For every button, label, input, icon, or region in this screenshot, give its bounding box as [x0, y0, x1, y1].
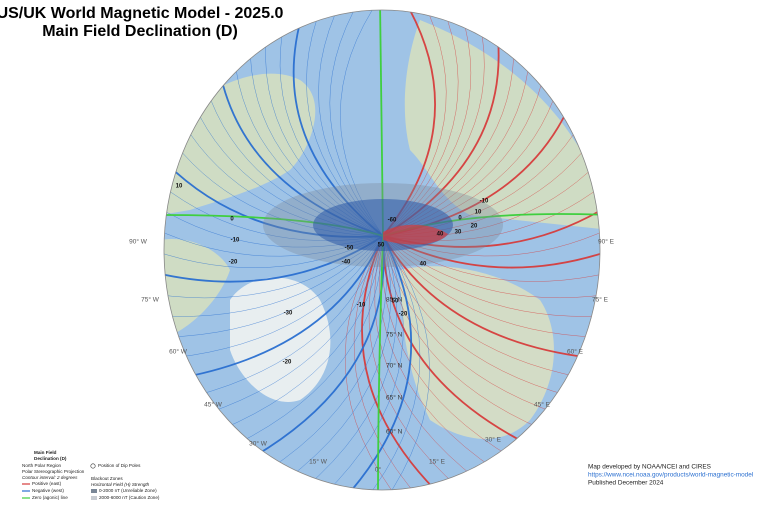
contour-line: [341, 235, 413, 490]
legend-text: North Polar Region: [22, 463, 62, 468]
contour-line: [368, 235, 461, 490]
longitude-label: 90° W: [129, 238, 148, 246]
contour-line: [361, 235, 421, 490]
contour-label: 10: [475, 210, 482, 216]
longitude-label: 45° E: [534, 401, 551, 409]
contour-label: 50: [378, 243, 385, 249]
map-border: [163, 9, 601, 491]
contour-label: -10: [480, 199, 489, 205]
legend-heading: Main Field: [34, 450, 57, 455]
contour-label: 40: [437, 232, 444, 238]
contour-label: 10: [176, 184, 183, 190]
contour-line: [284, 235, 392, 482]
legend-text: Polar Stereographic Projection: [22, 469, 85, 474]
land: [230, 277, 331, 402]
contour-line: [322, 235, 404, 490]
contour-label: -60: [388, 218, 397, 224]
land: [404, 20, 600, 230]
contour-line: [266, 235, 387, 472]
contour-line: [382, 235, 600, 282]
legend-text: 0-2000 nT (Unreliable Zone): [99, 488, 157, 493]
legend-text: Positive (east): [32, 481, 62, 486]
latitude-label: 75° N: [386, 331, 403, 339]
legend-text: Position of Dip Poles: [98, 463, 141, 468]
latitude-label: 65° N: [386, 394, 403, 402]
contour-label: 0: [230, 217, 234, 223]
contour-line: [382, 235, 545, 431]
dip-pole-symbol: [90, 463, 96, 469]
longitude-label: 45° W: [204, 401, 223, 409]
agonic-line: [377, 235, 384, 490]
longitude-label: 75° E: [592, 296, 609, 304]
contour-line: [165, 235, 384, 338]
contour-line: [378, 235, 498, 472]
latitude-label: 60° N: [386, 428, 403, 436]
legend-text: Horizontal Field (H) Strength: [91, 482, 150, 487]
contour-line: [234, 235, 384, 446]
legend-text: Negative (west): [32, 488, 64, 493]
contour-label: -30: [284, 311, 293, 317]
latitude-label: 70° N: [386, 362, 403, 370]
contour-line: [382, 235, 600, 299]
legend-text: Zero (agonic) line: [32, 495, 68, 500]
contour-line: [249, 235, 385, 460]
contour-line: [361, 235, 443, 490]
longitude-label: 30° W: [249, 440, 268, 448]
credit-link[interactable]: https://www.ncei.noaa.gov/products/world…: [588, 472, 753, 479]
credit: Map developed by NOAA/NCEI and CIRES: [588, 464, 711, 471]
longitude-label: 90° E: [598, 238, 615, 246]
land: [164, 239, 230, 340]
contour-line: [173, 235, 384, 359]
contour-line: [164, 235, 384, 299]
contour-line: [382, 235, 571, 397]
legend: Main Field Declination (D) North Polar R…: [22, 450, 160, 500]
legend-text: 2000-6000 nT (Caution Zone): [99, 495, 160, 500]
contour-line: [381, 235, 430, 490]
contour-line: [193, 235, 384, 397]
longitude-label: 30° E: [485, 436, 502, 444]
map-disc: [164, 10, 600, 490]
contour-line: [382, 235, 599, 338]
contour-line: [164, 235, 384, 283]
title: US/UK World Magnetic Model - 2025.0: [0, 5, 284, 22]
contour-line: [205, 235, 384, 415]
longitude-label: 15° W: [309, 458, 328, 466]
latitude-label: 85° N: [386, 296, 403, 304]
contour-label: 20: [471, 224, 478, 230]
contour-line: [353, 235, 423, 490]
longitude-label: 0°: [375, 466, 382, 474]
contour-line: [303, 235, 397, 490]
contour-label: 40: [420, 262, 427, 268]
contour-line: [382, 235, 582, 378]
credit: Published December 2024: [588, 480, 664, 487]
subtitle: Main Field Declination (D): [42, 23, 238, 40]
contour-line: [182, 235, 384, 379]
longitude-label: 15° E: [429, 458, 446, 466]
contour-line: [382, 235, 591, 359]
agonic-line: [379, 10, 384, 237]
legend-heading: Declination (D): [34, 456, 67, 461]
contour-line: [219, 235, 384, 431]
legend-text: Blackout Zones: [91, 476, 123, 481]
contour-label: -20: [283, 360, 292, 366]
legend-swatch: [91, 496, 97, 500]
positive-core: [383, 224, 448, 245]
contour-label: -10: [231, 238, 240, 244]
legend-text: Contour interval: 2 degrees: [22, 475, 78, 480]
contour-line: [382, 235, 600, 317]
longitude-label: 60° E: [567, 348, 584, 356]
legend-swatch: [91, 489, 97, 493]
contour-label: 0: [458, 216, 462, 222]
longitude-label: 60° W: [169, 348, 188, 356]
contour-label: -40: [342, 260, 351, 266]
contour-label: -20: [229, 260, 238, 266]
contour-label: -20: [399, 312, 408, 318]
contour-line: [164, 235, 384, 317]
contour-label: -10: [357, 303, 366, 309]
longitude-label: 75° W: [141, 296, 160, 304]
contour-label: 50: [392, 299, 399, 305]
contour-label: 30: [455, 230, 462, 236]
contour-label: -50: [345, 246, 354, 252]
